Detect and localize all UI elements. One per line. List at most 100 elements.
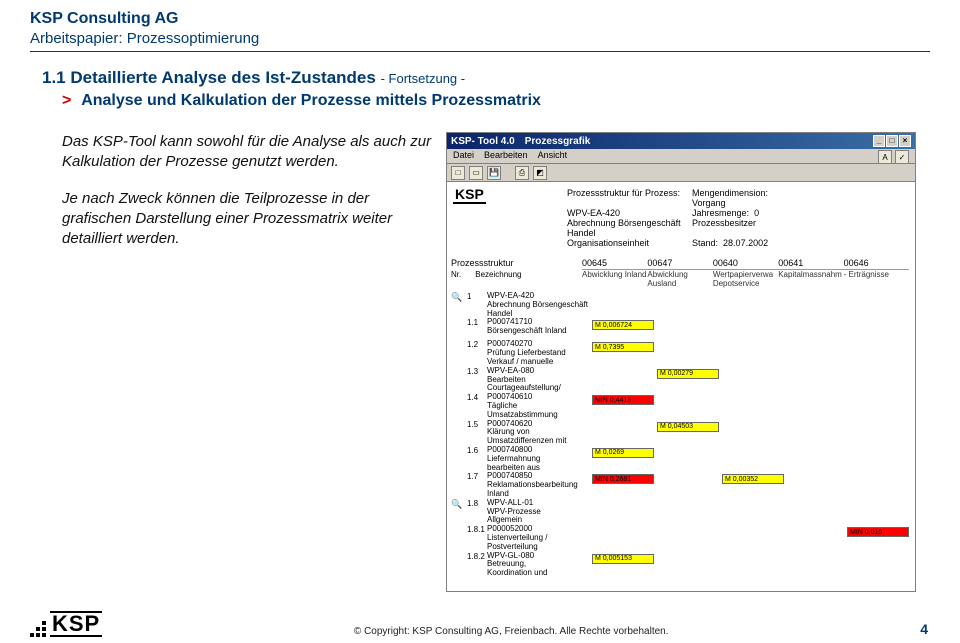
col-0: 00645 [582,258,647,268]
embedded-app-screenshot: KSP- Tool 4.0 Prozessgrafik _ □ × Datei … [446,132,916,592]
menu-ansicht[interactable]: Ansicht [538,150,568,162]
process-row: 1.5P000740620Klärung vonUmsatzdifferenze… [465,420,909,446]
toolbar-btn-a[interactable]: A [878,150,892,164]
bullet-text: Analyse und Kalkulation der Prozesse mit… [81,92,541,109]
row-label: P000740850ReklamationsbearbeitungInland [487,472,592,498]
row-number: 1.8.2 [465,552,487,561]
menu-datei[interactable]: Datei [453,150,474,162]
section-heading: 1.1 Detaillierte Analyse des Ist-Zustand… [0,56,960,90]
value-bar: MIN 0,2681 [592,474,654,484]
logo-text: KSP [50,611,102,637]
row-bars: MIN 0,015 [592,525,909,543]
value-bar: M 0,7395 [592,342,654,352]
process-info: Prozessstruktur für Prozess:Mengendimens… [567,188,909,248]
row-number: 1 [465,292,487,301]
toolbar: □ ▭ 💾 ⎙ ◩ [447,164,915,182]
info-l3b: Prozessbesitzer [692,218,802,238]
row-bars: MIN 0,2681 M 0,00352 [592,472,909,490]
value-bar: M 0,006724 [592,320,654,330]
window-titlebar: KSP- Tool 4.0 Prozessgrafik _ □ × [447,133,915,149]
minimize-button[interactable]: _ [873,135,885,147]
para-1: Das KSP-Tool kann sowohl für die Analyse… [62,132,432,173]
row-bars: M 0,006724 [592,318,909,336]
hdr-bez: Bezeichnung [475,270,521,279]
process-row: 1.6P000740800Liefermahnungbearbeiten aus… [465,446,909,472]
info-l3a: Abrechnung Börsengeschäft Handel [567,218,692,238]
process-row: 1.8.2WPV-GL-080Betreuung,Koordination un… [465,552,909,578]
toolbar-btn-b[interactable]: ✓ [895,150,909,164]
sub-0: Abwicklung Inland [582,270,647,288]
info-l4b: Stand: [692,238,718,248]
row-bars: M 0,0269 [592,446,909,464]
info-l1b: Mengendimension: Vorgang [692,188,802,208]
info-l2c: 0 [754,208,759,218]
copyright-text: © Copyright: KSP Consulting AG, Freienba… [354,626,669,637]
process-row: 1.1P000741710Börsengeschäft InlandM 0,00… [465,318,909,340]
page-footer: KSP © Copyright: KSP Consulting AG, Frei… [0,611,960,637]
col-3: 00641 [778,258,843,268]
logo-dots [30,621,46,637]
col-1: 00647 [647,258,712,268]
value-bar: M 0,0269 [592,448,654,458]
sub-headers: Abwicklung Inland Abwicklung Ausland Wer… [582,270,909,288]
info-l2a: WPV-EA-420 [567,208,692,218]
save-icon[interactable]: 💾 [487,166,501,180]
app-title: KSP- Tool 4.0 [451,136,515,147]
process-row: 1.7P000740850ReklamationsbearbeitungInla… [465,472,909,498]
row-number: 1.2 [465,340,487,349]
struct-label: Prozessstruktur [451,258,514,268]
column-headers: 00645 00647 00640 00641 00646 [582,258,909,270]
col-4: 00646 [844,258,909,268]
doc-subtitle: Arbeitspapier: Prozessoptimierung [30,30,930,52]
menu-bearbeiten[interactable]: Bearbeiten [484,150,528,162]
ksp-footer-logo: KSP [30,611,102,637]
row-label: P000740270Prüfung LieferbestandVerkauf /… [487,340,592,366]
value-bar: M 0,005153 [592,554,654,564]
new-icon[interactable]: □ [451,166,465,180]
open-icon[interactable]: ▭ [469,166,483,180]
value-bar: M 0,04503 [657,422,719,432]
row-bars: MIN 0,4413 [592,393,909,411]
value-bar: MIN 0,015 [847,527,909,537]
row-number: 1.7 [465,472,487,481]
info-l2b: Jahresmenge: [692,208,749,218]
info-l4a: Organisationseinheit [567,238,692,248]
page-number: 4 [920,621,928,637]
value-bar: MIN 0,4413 [592,395,654,405]
process-row: 1.8.1P000052000Listenverteilung /Postver… [465,525,909,551]
expand-icon[interactable]: 🔍 [451,499,462,510]
process-row: 🔍1.8WPV-ALL-01WPV-ProzesseAllgemein [465,499,909,525]
value-bar: M 0,00352 [722,474,784,484]
sub-1: Abwicklung Ausland [647,270,712,288]
row-label: WPV-EA-420Abrechnung BörsengeschäftHande… [487,292,592,318]
window-buttons: _ □ × [873,135,911,147]
row-bars: M 0,7395 [592,340,909,358]
row-bars [592,292,909,310]
body-text: Das KSP-Tool kann sowohl für die Analyse… [62,132,432,592]
row-label: P000741710Börsengeschäft Inland [487,318,592,336]
sub-2: Wertpapierverwa Depotservice [713,270,778,288]
bullet-marker: > [62,92,71,109]
row-label: WPV-EA-080BearbeitenCourtageaufstellung/ [487,367,592,393]
process-row: 1.4P000740610TäglicheUmsatzabstimmungMIN… [465,393,909,419]
ksp-logo-inapp: KSP [453,186,486,204]
row-number: 1.1 [465,318,487,327]
row-bars [592,499,909,517]
close-button[interactable]: × [899,135,911,147]
maximize-button[interactable]: □ [886,135,898,147]
process-row: 🔍1WPV-EA-420Abrechnung BörsengeschäftHan… [465,292,909,318]
sub-3: Kapitalmassnahm [778,270,843,288]
row-label: WPV-GL-080Betreuung,Koordination und [487,552,592,578]
row-number: 1.8.1 [465,525,487,534]
row-number: 1.3 [465,367,487,376]
row-bars: M 0,005153 [592,552,909,570]
process-row: 1.3WPV-EA-080BearbeitenCourtageaufstellu… [465,367,909,393]
row-label: P000740800Liefermahnungbearbeiten aus [487,446,592,472]
expand-icon[interactable]: 🔍 [451,292,462,303]
doc-title: Prozessgrafik [525,136,591,147]
print-icon[interactable]: ⎙ [515,166,529,180]
info-l1a: Prozessstruktur für Prozess: [567,188,692,208]
row-bars: M 0,00279 [592,367,909,385]
col-2: 00640 [713,258,778,268]
preview-icon[interactable]: ◩ [533,166,547,180]
